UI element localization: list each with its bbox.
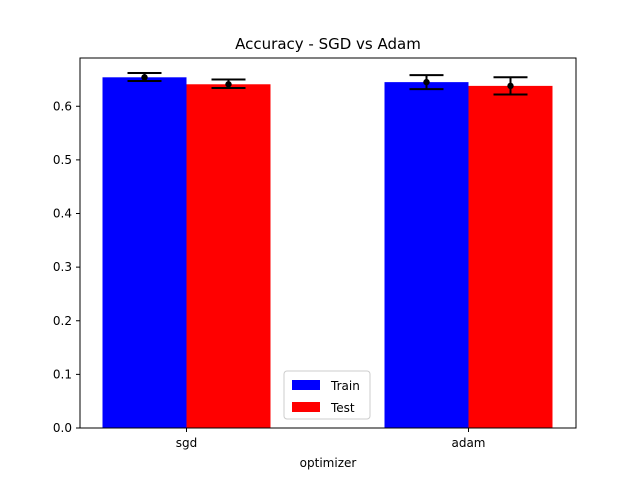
bar-test-sgd (186, 84, 271, 428)
mean-marker (225, 81, 232, 88)
x-tick-label-sgd: sgd (176, 436, 198, 450)
mean-marker (423, 78, 430, 86)
y-tick-label: 0.2 (53, 314, 72, 328)
plot-frame (79, 57, 577, 429)
y-tick-label: 0.0 (53, 421, 72, 435)
legend-swatch-train (292, 380, 320, 390)
bar-train-adam (384, 82, 469, 428)
y-tick-label: 0.3 (53, 260, 72, 274)
error-bar-train-adam (409, 74, 444, 91)
y-tick-label: 0.6 (53, 99, 72, 113)
x-tick-label-adam: adam (451, 436, 485, 450)
error-bar-test-sgd (211, 78, 246, 90)
legend-label-train: Train (330, 379, 360, 393)
bar-test-adam (468, 85, 553, 428)
y-tick-label: 0.1 (53, 367, 72, 381)
mean-marker (141, 74, 148, 81)
y-tick-label: 0.4 (53, 207, 72, 221)
error-bar-train-sgd (127, 72, 162, 83)
legend-label-test: Test (330, 401, 355, 415)
legend: Train Test (283, 370, 371, 420)
y-axis: 0.0 0.1 0.2 0.3 0.4 0.5 0.6 (53, 99, 80, 435)
x-axis: sgd adam (176, 428, 486, 450)
bar-train-sgd (102, 77, 187, 428)
legend-swatch-test (292, 402, 320, 412)
x-axis-label: optimizer (300, 456, 357, 470)
chart-title: Accuracy - SGD vs Adam (235, 35, 421, 53)
error-bar-test-adam (493, 76, 528, 96)
error-bars-group (127, 72, 528, 96)
y-tick-label: 0.5 (53, 153, 72, 167)
mean-marker (507, 82, 514, 90)
bars-group (102, 77, 553, 428)
